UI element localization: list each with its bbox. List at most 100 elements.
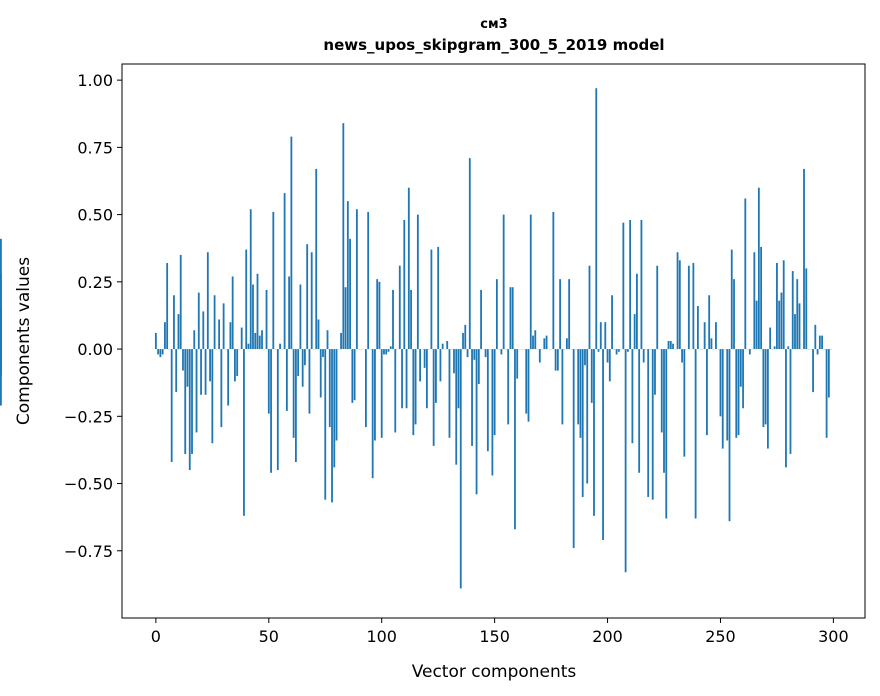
bar-147 <box>486 349 489 452</box>
bar-13 <box>184 349 187 454</box>
bar-238 <box>692 263 695 350</box>
bar-226 <box>665 349 668 519</box>
bar-47 <box>261 330 263 350</box>
bar-245 <box>708 295 711 350</box>
bar-189 <box>581 349 584 497</box>
bar-232 <box>678 260 681 350</box>
bar-43 <box>252 284 254 350</box>
bar-292 <box>814 324 817 350</box>
bar-73 <box>319 349 322 398</box>
bar-202 <box>611 295 613 350</box>
bar-291 <box>812 349 814 393</box>
bar-undefined <box>0 349 2 374</box>
bar-87 <box>351 349 354 403</box>
bar-196 <box>597 349 600 352</box>
bar-225 <box>663 349 665 473</box>
bar-110 <box>403 219 406 350</box>
bar-85 <box>346 201 349 350</box>
bar-93 <box>365 349 367 428</box>
bar-113 <box>410 289 412 350</box>
bar-29 <box>220 349 223 428</box>
bar-99 <box>378 281 381 350</box>
x-axis-label: Vector components <box>412 662 577 682</box>
bar-159 <box>514 349 516 530</box>
bar-30 <box>222 303 225 350</box>
bar-126 <box>439 349 442 382</box>
bar-127 <box>441 343 444 350</box>
bar-52 <box>272 211 275 350</box>
bar-3 <box>161 349 164 355</box>
bar-1 <box>157 349 160 355</box>
bar-9 <box>175 349 178 393</box>
bar-293 <box>816 349 819 355</box>
bar-263 <box>748 349 751 355</box>
bar-115 <box>414 349 417 425</box>
y-tick-label: 0.25 <box>77 273 113 292</box>
bar-124 <box>435 349 437 403</box>
bar-33 <box>229 322 232 350</box>
bar-166 <box>529 214 532 350</box>
bar-211 <box>631 349 634 444</box>
bar-22 <box>204 349 207 395</box>
x-tick-label: 200 <box>592 627 623 646</box>
bar-undefined <box>0 349 2 406</box>
bar-269 <box>762 349 765 428</box>
bar-234 <box>683 349 686 457</box>
bar-268 <box>760 246 763 350</box>
bar-188 <box>579 349 582 438</box>
bar-96 <box>371 349 374 479</box>
bar-76 <box>326 330 329 350</box>
bar-137 <box>464 324 467 350</box>
bar-254 <box>728 349 731 522</box>
bar-97 <box>374 349 376 441</box>
bar-172 <box>543 338 546 350</box>
bar-240 <box>696 306 699 350</box>
bar-54 <box>276 349 279 471</box>
bar-139 <box>468 158 471 350</box>
bar-233 <box>681 349 683 363</box>
bar-21 <box>202 311 205 350</box>
bar-98 <box>376 279 379 350</box>
bar-59 <box>288 276 291 350</box>
bar-167 <box>532 335 534 350</box>
bar-243 <box>703 322 706 350</box>
bar-101 <box>383 349 385 355</box>
bar-119 <box>423 349 426 368</box>
bar-23 <box>206 252 209 350</box>
bar-297 <box>825 349 828 438</box>
bar-191 <box>586 349 589 484</box>
bar-284 <box>796 279 799 350</box>
bar-178 <box>556 349 559 371</box>
bar-42 <box>249 209 252 350</box>
y-tick-label: 0.75 <box>77 138 113 157</box>
bar-164 <box>525 349 528 414</box>
bar-50 <box>267 349 270 414</box>
bar-12 <box>182 349 184 371</box>
bar-153 <box>500 349 503 355</box>
bar-0 <box>154 332 157 350</box>
chart-subtitle: news_upos_skipgram_300_5_2019 model <box>323 36 664 54</box>
bar-282 <box>791 271 794 350</box>
bar-75 <box>324 349 327 500</box>
bar-222 <box>656 265 659 350</box>
bar-207 <box>622 222 625 350</box>
bar-271 <box>766 349 769 449</box>
bar-35 <box>234 349 236 382</box>
bar-11 <box>179 254 182 350</box>
bar-267 <box>757 187 760 350</box>
bar-204 <box>615 349 618 355</box>
bar-246 <box>710 338 713 350</box>
bar-2 <box>159 349 162 358</box>
plot-frame <box>121 63 866 619</box>
bar-160 <box>516 349 519 379</box>
bar-229 <box>672 343 674 350</box>
bar-251 <box>721 349 724 449</box>
bar-103 <box>387 349 390 352</box>
bar-210 <box>629 219 632 350</box>
x-tick-label: 100 <box>366 627 397 646</box>
bar-64 <box>299 284 302 350</box>
bar-216 <box>642 349 645 363</box>
bar-89 <box>355 209 358 350</box>
bar-100 <box>380 349 383 438</box>
